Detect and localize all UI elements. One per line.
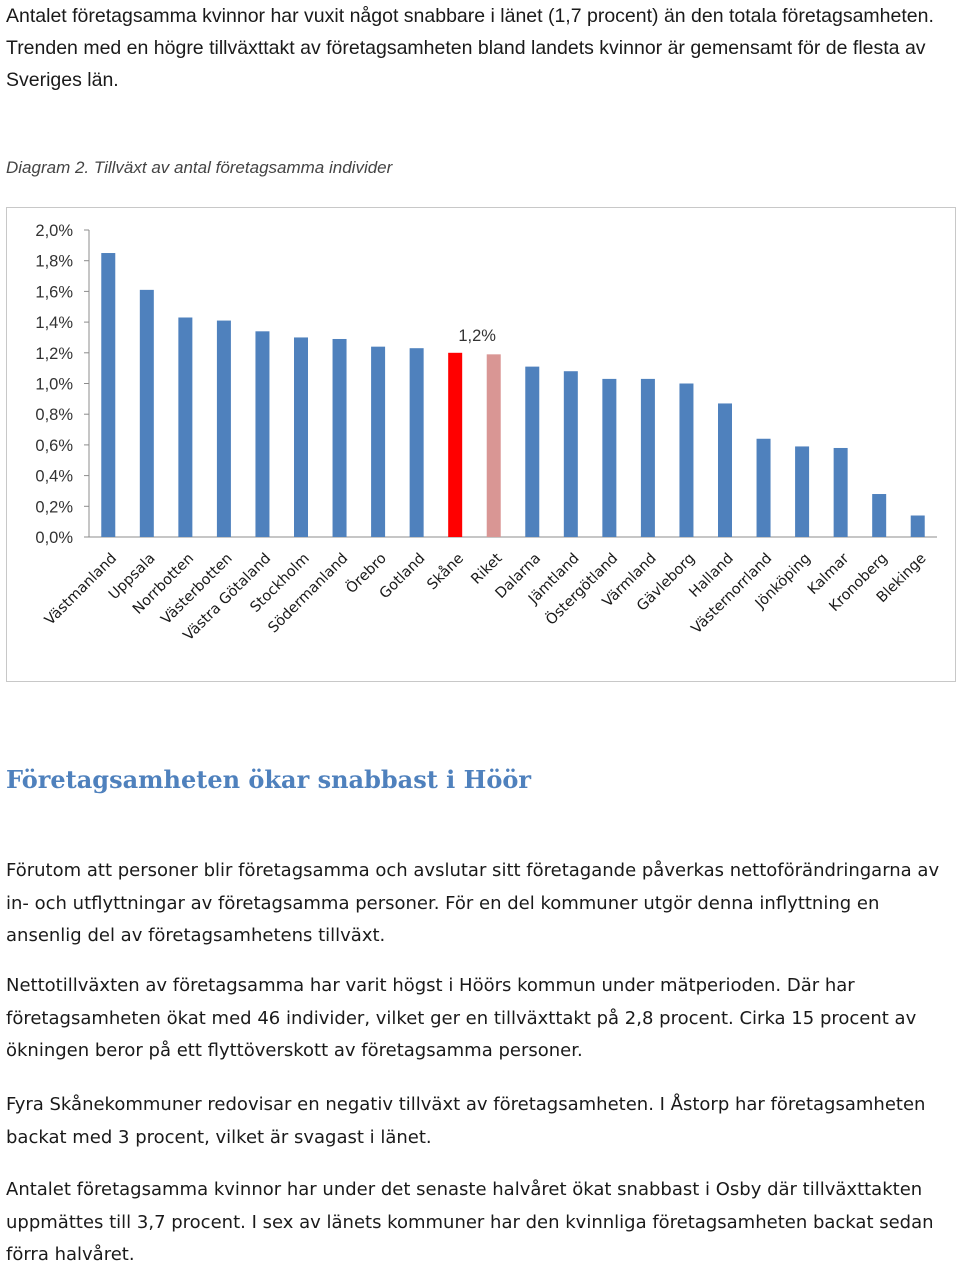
y-tick-label: 0,0% <box>35 529 73 547</box>
y-tick-label: 1,6% <box>35 283 73 301</box>
y-tick-label: 0,8% <box>35 406 73 424</box>
bar-kronoberg <box>872 494 887 537</box>
bar-södermanland <box>332 338 347 537</box>
bar-västra-götaland <box>255 331 270 537</box>
y-tick-label: 0,6% <box>35 437 73 455</box>
bar-örebro <box>371 346 386 537</box>
section-heading: Företagsamheten ökar snabbast i Höör <box>6 765 531 794</box>
body-paragraph-4: Antalet företagsamma kvinnor har under d… <box>6 1174 951 1272</box>
y-tick-label: 1,4% <box>35 314 73 332</box>
bar-halland <box>718 403 732 537</box>
body-paragraph-1: Förutom att personer blir företagsamma o… <box>6 855 951 953</box>
paragraph-text: Antalet företagsamma kvinnor har under d… <box>6 1179 934 1265</box>
bar-jämtland <box>563 371 578 537</box>
y-tick-label: 2,0% <box>35 222 73 240</box>
body-paragraph-2: Nettotillväxten av företagsamma har vari… <box>6 970 951 1068</box>
bar-stockholm <box>294 337 308 537</box>
data-label: 1,2% <box>458 327 496 345</box>
bar-riket <box>486 354 501 537</box>
bar-skåne <box>448 352 463 537</box>
bar-västerbotten <box>216 320 231 537</box>
paragraph-text: Förutom att personer blir företagsamma o… <box>6 860 940 946</box>
bar-gotland <box>409 348 424 537</box>
bar-uppsala <box>139 289 154 537</box>
y-tick-label: 0,2% <box>35 498 73 516</box>
y-tick-label: 1,2% <box>35 345 73 363</box>
x-category-label: Skåne <box>424 550 467 593</box>
bar-blekinge <box>910 515 925 537</box>
bar-chart: 0,0% 0,2% 0,4% 0,6% 0,8% 1,0% 1,2% 1,4% 1,6% 1,8%… <box>35 222 937 644</box>
body-paragraph-3: Fyra Skånekommuner redovisar en negativ … <box>6 1089 951 1154</box>
bar-västernorrland <box>756 438 771 537</box>
bar-norrbotten <box>178 317 193 537</box>
figure-caption: Diagram 2. Tillväxt av antal företagsamm… <box>6 158 393 177</box>
y-tick-label: 0,4% <box>35 468 73 486</box>
bar-östergötland <box>602 378 617 537</box>
bar-jönköping <box>795 446 810 537</box>
bar-gävleborg <box>679 383 694 537</box>
paragraph-text: Nettotillväxten av företagsamma har vari… <box>6 975 917 1061</box>
y-tick-label: 1,8% <box>35 253 73 271</box>
bar-värmland <box>640 378 655 537</box>
bar-kalmar <box>833 447 848 537</box>
y-tick-label: 1,0% <box>35 376 73 394</box>
intro-paragraph: Antalet företagsamma kvinnor har vuxit n… <box>6 5 934 91</box>
bar-dalarna <box>525 366 540 537</box>
paragraph-text: Fyra Skånekommuner redovisar en negativ … <box>6 1094 926 1148</box>
chart-frame: 0,0% 0,2% 0,4% 0,6% 0,8% 1,0% 1,2% 1,4% 1,6% 1,8%… <box>6 207 956 682</box>
bar-västmanland <box>101 253 116 537</box>
